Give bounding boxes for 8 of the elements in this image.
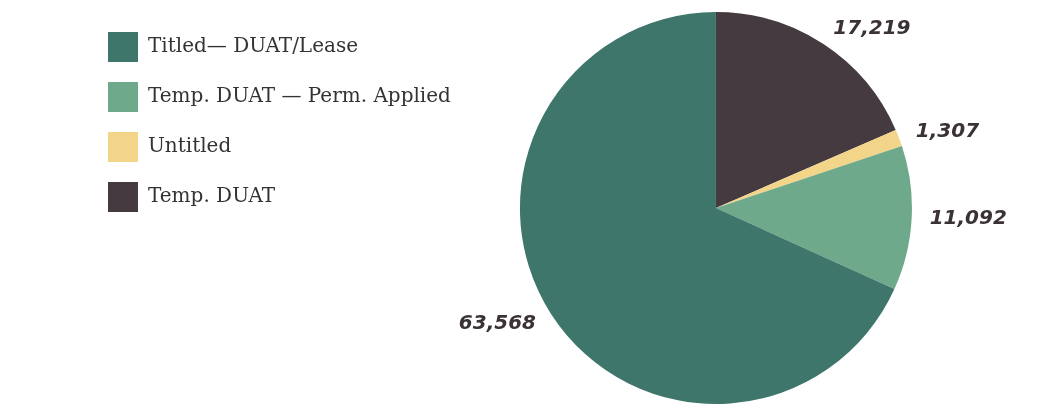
legend-label: Temp. DUAT	[148, 183, 276, 208]
data-label: 17,219	[833, 15, 911, 40]
data-label: 11,092	[929, 205, 1007, 230]
legend-label: Titled— DUAT/Lease	[148, 33, 359, 58]
legend-label: Untitled	[148, 133, 232, 158]
data-label: 63,568	[458, 310, 537, 335]
data-label: 1,307	[915, 117, 980, 142]
legend-label: Temp. DUAT — Perm. Applied	[148, 83, 452, 108]
